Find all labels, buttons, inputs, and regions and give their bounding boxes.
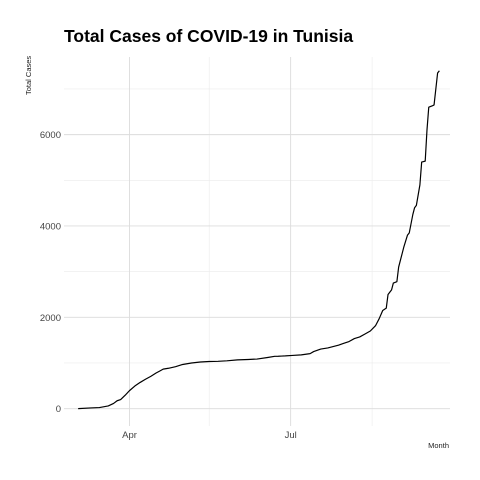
gridlines [64,57,450,426]
y-tick-label: 0 [56,404,61,415]
x-tick-label: Apr [122,430,137,441]
tick-labels: 0 2000 4000 6000 Apr Jul [40,130,297,441]
series-line-0 [78,70,440,410]
x-tick-label: Jul [285,430,297,441]
chart-title: Total Cases of COVID-19 in Tunisia [64,26,354,46]
y-tick-label: 6000 [40,130,61,141]
x-axis-label: Month [428,441,449,450]
y-tick-label: 2000 [40,313,61,324]
series-group [78,70,440,410]
y-tick-label: 4000 [40,221,61,232]
